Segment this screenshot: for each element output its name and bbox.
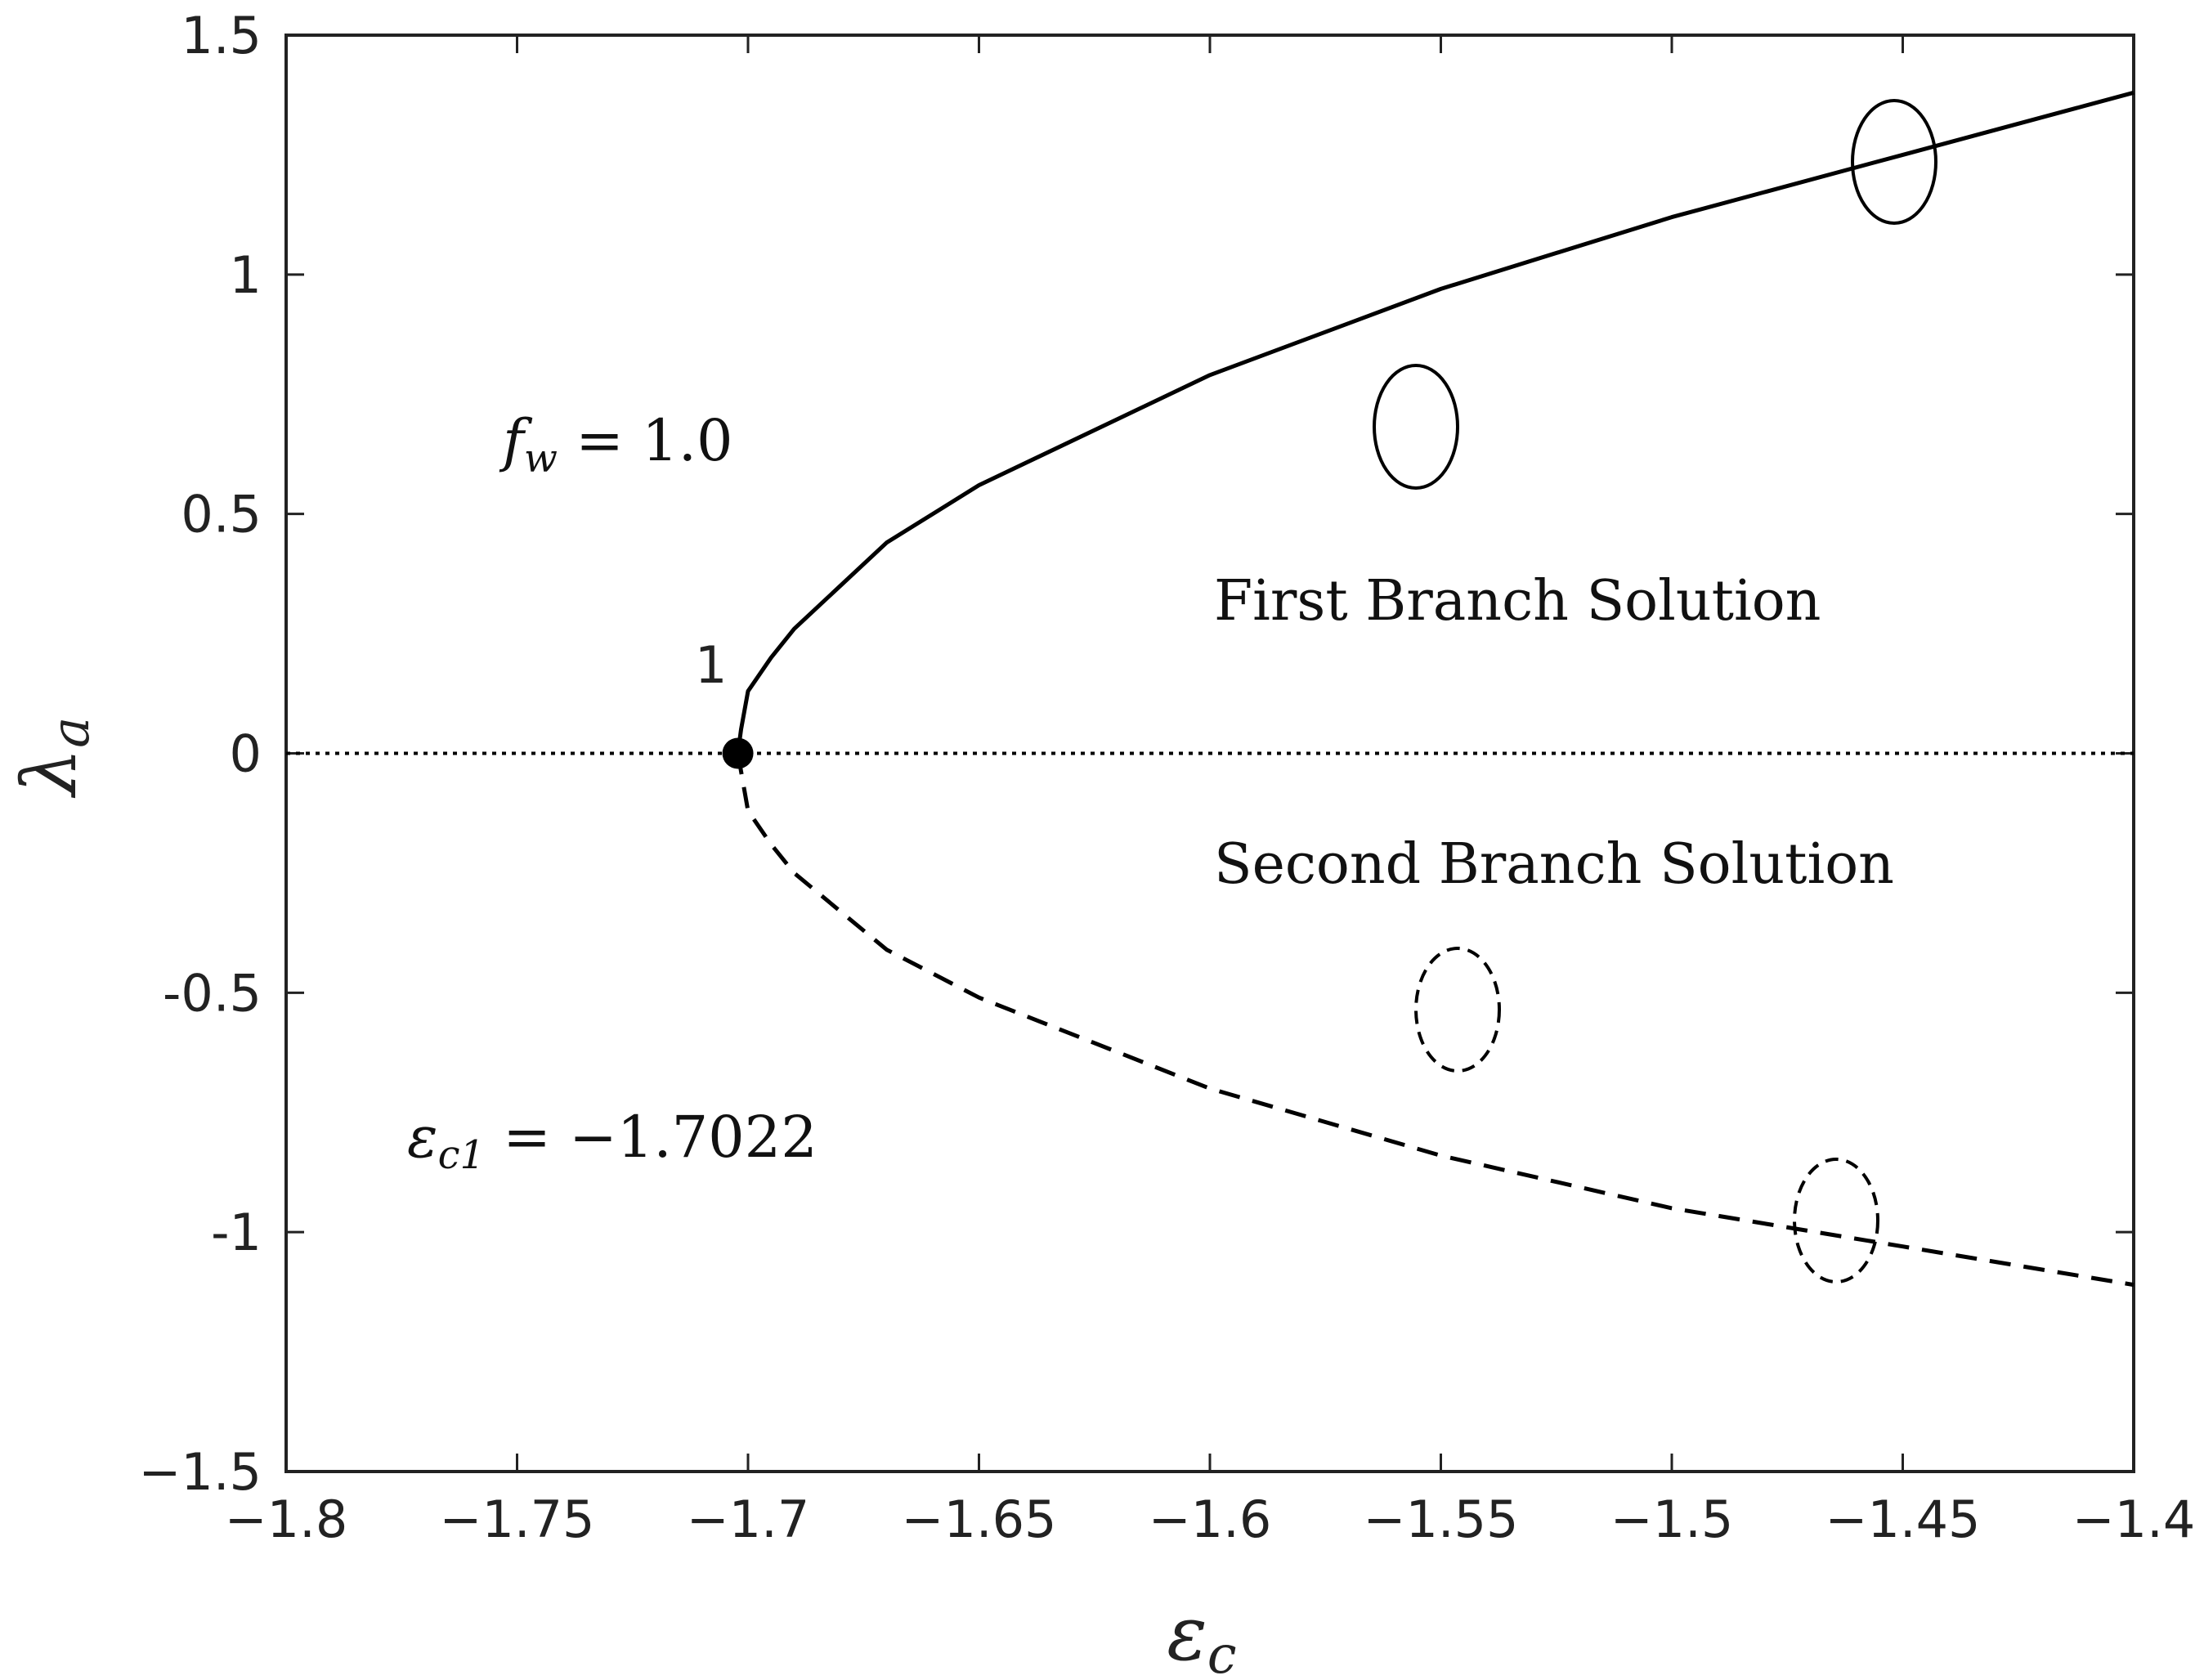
x-tick-label: −1.65: [902, 1490, 1057, 1549]
plot-layer: −1.8 −1.75 −1.7 −1.65 −1.6 −1.55 −1.5 −1.45 −1.4…: [138, 6, 2195, 1549]
lower-branch-ellipse-2: [1793, 1158, 1879, 1284]
first-branch-label: First Branch Solution: [1214, 569, 1821, 634]
critical-point-marker: [722, 737, 754, 769]
y-tick-label: −1.5: [138, 1442, 262, 1502]
y-tick-label: -1: [211, 1203, 262, 1262]
y-tick-label: 0: [230, 724, 262, 784]
ec1-annotation: εc1 = −1.7022: [407, 1104, 818, 1178]
fw-annotation: fw = 1.0: [499, 407, 733, 482]
series-solid-line: [736, 90, 2135, 754]
x-axis-label: εc: [1167, 1590, 1236, 1680]
y-axis-label: λa: [6, 717, 101, 799]
second-branch-label: Second Branch Solution: [1214, 832, 1894, 897]
y-tick-label: 1.5: [181, 6, 262, 65]
y-tick-label: 0.5: [181, 485, 262, 544]
critical-point-label: 1: [695, 635, 727, 695]
lower-branch-ellipse-1: [1414, 947, 1501, 1073]
x-tick-label: −1.6: [1149, 1490, 1272, 1549]
x-tick-label: −1.5: [1610, 1490, 1734, 1549]
x-tick-label: −1.55: [1364, 1490, 1519, 1549]
y-tick-label: -0.5: [163, 963, 262, 1023]
x-tick-label: −1.75: [440, 1490, 595, 1549]
upper-branch-ellipse-1: [1851, 99, 1937, 225]
upper-branch-ellipse-2: [1373, 364, 1459, 490]
x-tick-label: −1.4: [2072, 1490, 2195, 1549]
x-tick-label: −1.7: [687, 1490, 810, 1549]
x-tick-label: −1.45: [1825, 1490, 1981, 1549]
y-tick-label: 1: [230, 245, 262, 305]
x-tick-label: −1.8: [225, 1490, 348, 1549]
